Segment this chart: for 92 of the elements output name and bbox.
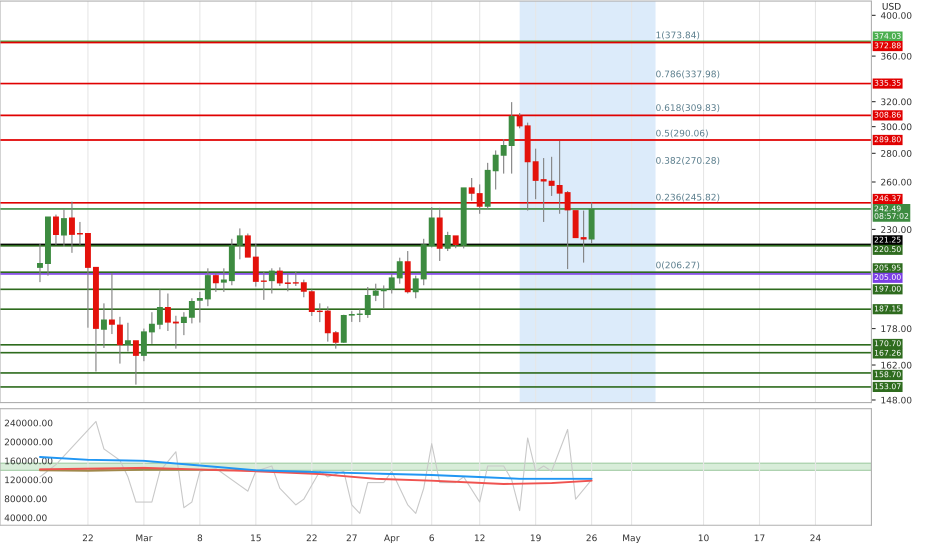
y-tick-label: 280.00 xyxy=(881,150,912,157)
candlestick xyxy=(516,112,523,129)
y-tick-label: 240000.00 xyxy=(4,420,52,426)
candlestick xyxy=(108,272,115,335)
candlestick xyxy=(564,190,571,270)
candlestick xyxy=(372,283,379,302)
candlestick xyxy=(316,302,323,323)
annotation: 0(206.27) xyxy=(656,261,700,270)
candlestick xyxy=(356,308,363,323)
candlestick xyxy=(260,272,267,300)
y-tick-label: 120000.00 xyxy=(5,476,52,484)
candlestick xyxy=(580,210,587,264)
candlestick xyxy=(348,310,355,322)
candlestick xyxy=(540,157,547,222)
candlestick xyxy=(332,330,339,350)
x-tick-label: 12 xyxy=(474,534,485,542)
candlestick xyxy=(220,268,227,292)
candlestick xyxy=(116,316,123,364)
candlestick xyxy=(172,315,179,350)
x-tick-label: 10 xyxy=(698,534,709,542)
candlestick xyxy=(292,270,299,287)
candlestick xyxy=(76,221,83,246)
candlestick xyxy=(124,322,131,352)
annotation: 0.382(270.28) xyxy=(656,156,720,165)
y-tick-label: 160000.00 xyxy=(5,458,52,464)
candlestick xyxy=(276,266,283,287)
candlestick xyxy=(500,138,507,174)
y-tick-label: 360.00 xyxy=(881,52,912,60)
candlestick xyxy=(268,268,275,294)
candlestick xyxy=(284,273,291,292)
candlestick xyxy=(452,234,459,249)
x-tick-label: 15 xyxy=(251,534,261,542)
candlestick xyxy=(68,201,75,254)
x-tick-label: 22 xyxy=(306,534,317,542)
candlestick xyxy=(324,306,331,342)
annotation: 0.236(245.82) xyxy=(656,194,720,202)
x-tick-label: 19 xyxy=(530,534,541,542)
x-tick-label: 8 xyxy=(198,534,202,542)
candlestick xyxy=(468,177,475,202)
candlestick xyxy=(236,228,243,260)
y-axis-title: USD xyxy=(882,2,901,10)
y-tick-label: 178.00 xyxy=(881,325,912,332)
x-tick-label: 22 xyxy=(82,534,93,542)
candlestick xyxy=(388,273,395,294)
x-tick-label: May xyxy=(623,534,641,544)
x-tick-label: Mar xyxy=(136,534,152,542)
y-tick-label: 162.00 xyxy=(881,362,912,369)
y-tick-label: 260.00 xyxy=(881,178,912,186)
candlestick xyxy=(188,298,195,324)
candlestick xyxy=(380,284,387,309)
candlestick xyxy=(164,292,171,332)
candlestick xyxy=(300,279,307,298)
annotation: 0.618(309.83) xyxy=(656,104,720,112)
x-tick-label: 27 xyxy=(346,534,357,542)
candlestick xyxy=(396,257,403,284)
y-tick-label: 148.00 xyxy=(881,396,912,404)
candlestick xyxy=(180,312,187,336)
x-tick-label: 6 xyxy=(429,534,434,542)
candlestick xyxy=(364,286,371,318)
candlestick xyxy=(308,288,315,317)
y-tick-label: 40000.00 xyxy=(4,514,47,522)
annotation: 0.5(290.06) xyxy=(656,130,708,138)
candlestick xyxy=(412,275,419,299)
candlestick xyxy=(156,288,163,330)
y-tick-label: 300.00 xyxy=(881,123,912,130)
candlestick xyxy=(148,312,155,344)
candlestick xyxy=(140,328,147,362)
annotation: 0.786(337.98) xyxy=(656,70,720,78)
candlestick xyxy=(532,148,539,200)
annotation: 1(373.84) xyxy=(656,31,700,40)
candlestick xyxy=(204,268,211,307)
y-tick-label: 200000.00 xyxy=(4,438,52,446)
x-tick-label: 17 xyxy=(754,534,764,542)
candlestick xyxy=(548,156,555,196)
candlestick xyxy=(492,150,499,190)
candlestick xyxy=(196,291,203,324)
x-tick-label: 24 xyxy=(810,534,821,542)
y-tick-label: 320.00 xyxy=(881,98,912,106)
candlestick xyxy=(37,242,43,283)
candlestick xyxy=(244,232,251,258)
y-tick-label: 80000.00 xyxy=(4,495,47,502)
candlestick xyxy=(132,340,139,386)
candlestick xyxy=(53,214,59,246)
y-tick-label: 230.00 xyxy=(881,226,912,233)
candlestick xyxy=(444,231,451,252)
candlestick xyxy=(212,272,219,292)
x-tick-label: 26 xyxy=(586,534,597,542)
candlestick xyxy=(556,140,563,214)
candlestick xyxy=(476,184,483,214)
candlestick xyxy=(100,302,107,349)
y-tick-label: 400.00 xyxy=(880,12,912,19)
x-tick-label: Apr xyxy=(384,534,400,544)
